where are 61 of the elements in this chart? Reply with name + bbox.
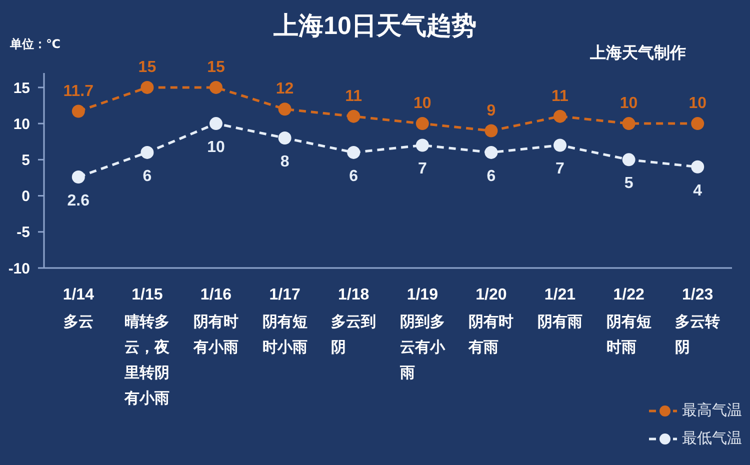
point [278,102,292,116]
data-label: 7 [418,160,427,178]
data-label: 9 [486,102,496,120]
x-tick-label: 1/14 多云 [62,286,94,330]
chart-title: 上海10日天气趋势 [274,12,476,40]
data-label: 10 [688,95,707,112]
x-tick-label: 1/19 阴到多云有小雨 [398,286,446,382]
data-label: 4 [693,182,702,200]
point [72,170,85,184]
data-label: 2.6 [67,192,90,210]
x-tick-label: 1/15 晴转多云，夜里转阴有小雨 [124,286,171,407]
x-tick-label: 1/18 多云到阴 [331,286,376,356]
y-tick-label: 15 [13,80,30,97]
point [691,160,704,174]
point [622,153,636,166]
data-label: 7 [556,160,565,178]
y-axis-title: 单位：℃ [10,36,61,52]
legend-label: 最高气温 [682,401,742,421]
data-label: 15 [207,58,225,76]
point [210,117,222,130]
data-label: 10 [414,95,432,112]
y-tick-label: 5 [22,152,30,169]
point [484,124,498,138]
data-label: 5 [624,175,634,192]
legend-label: 最低气温 [682,429,742,449]
point [554,138,566,152]
x-tick-label: 1/22 阴有短时雨 [606,286,652,356]
point [416,117,429,130]
data-label: 11.7 [63,82,94,100]
text: 上海天气制作 [590,44,686,64]
point [691,117,704,130]
data-label: 10 [207,139,225,156]
y-tick-label: -10 [8,260,30,278]
x-tick-label: 1/21 阴有雨 [538,286,582,330]
point [484,146,498,159]
point [622,117,636,130]
x-tick-label: 1/17 阴有短时小雨 [262,286,308,356]
point [210,80,222,94]
x-tick-label: 1/16 阴有时有小雨 [192,286,238,356]
point [416,138,429,152]
x-tick-label: 1/23 多云转阴 [675,286,720,356]
data-label: 11 [552,88,569,105]
data-label: 6 [486,168,496,185]
point [72,104,85,118]
data-label: 10 [620,95,638,112]
point [347,110,360,123]
data-label: 15 [138,58,156,76]
y-tick-label: 10 [13,116,30,133]
point [140,80,154,94]
data-label: 6 [349,168,358,185]
y-tick-label: 0 [22,188,30,206]
data-label: 12 [276,80,294,98]
point [140,146,154,159]
data-label: 8 [280,154,290,170]
data-label: 6 [142,168,152,185]
point [554,110,566,123]
point [278,132,292,144]
data-label: 11 [345,88,362,105]
y-tick-label: -5 [16,224,30,242]
x-tick-label: 1/20 阴有时有雨 [468,286,514,356]
point [347,146,360,159]
